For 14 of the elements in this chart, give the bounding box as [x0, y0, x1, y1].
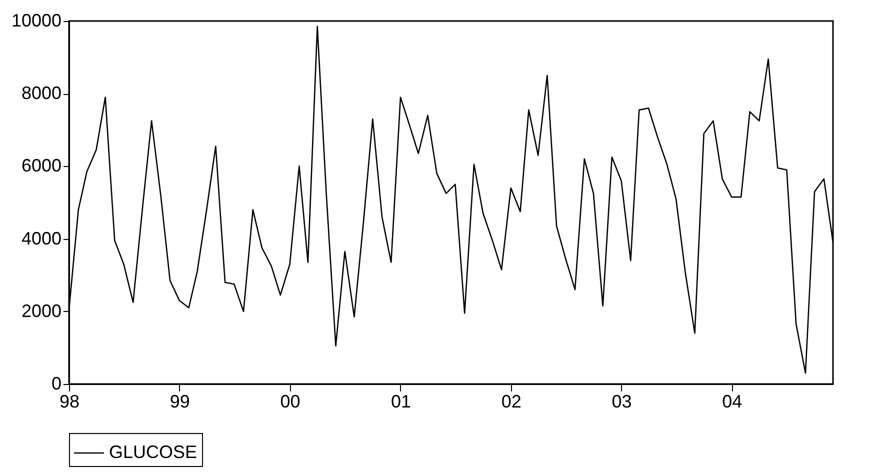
- x-tick-label: 01: [390, 392, 412, 412]
- y-tick-label: 8000: [21, 83, 62, 104]
- x-tick-label: 02: [501, 392, 522, 412]
- y-tick-label: 0: [51, 374, 62, 394]
- x-tick-label: 04: [722, 392, 742, 412]
- x-tick-label: 00: [280, 392, 300, 412]
- x-tick-label: 03: [612, 392, 632, 412]
- y-tick-label: 4000: [21, 228, 62, 248]
- y-tick-label: 10000: [11, 10, 62, 30]
- legend-label: GLUCOSE: [109, 442, 198, 462]
- x-tick-label: 98: [59, 392, 80, 412]
- y-tick-label: 6000: [21, 156, 62, 176]
- x-tick-label: 99: [170, 392, 190, 412]
- y-tick-label: 2000: [21, 300, 62, 321]
